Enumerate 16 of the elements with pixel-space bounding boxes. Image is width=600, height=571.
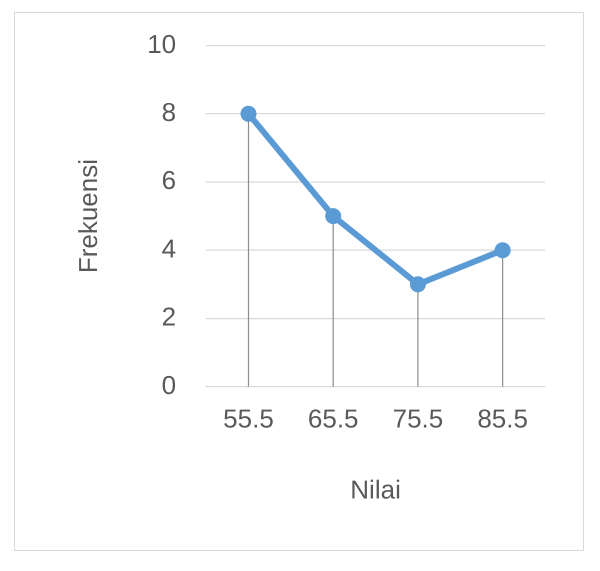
x-tick-label: 55.5 bbox=[223, 403, 274, 434]
x-axis-title: Nilai bbox=[350, 474, 401, 505]
point bbox=[325, 208, 342, 224]
point bbox=[410, 276, 426, 292]
y-tick-label: 2 bbox=[162, 302, 176, 332]
y-tick-label: 8 bbox=[162, 96, 176, 127]
y-axis-title: Frekuensi bbox=[72, 159, 103, 274]
y-tick-label: 6 bbox=[162, 165, 176, 196]
x-tick-label: 65.5 bbox=[308, 403, 359, 434]
y-tick-label: 10 bbox=[147, 28, 176, 59]
y-tick-label: 4 bbox=[162, 233, 176, 264]
point bbox=[240, 106, 256, 122]
point bbox=[494, 242, 511, 258]
y-tick-label: 0 bbox=[162, 370, 176, 400]
x-tick-label: 75.5 bbox=[392, 403, 444, 434]
x-tick-label: 85.5 bbox=[477, 403, 528, 434]
